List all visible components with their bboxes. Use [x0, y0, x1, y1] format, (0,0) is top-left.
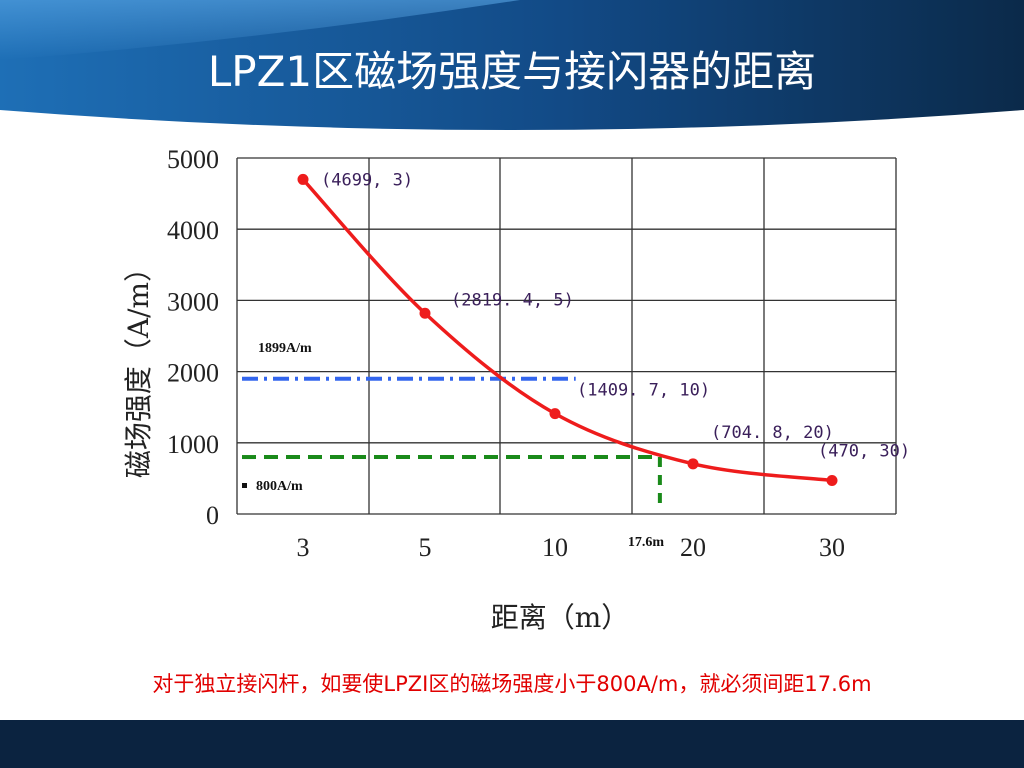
y-tick-label: 0: [206, 501, 219, 530]
data-label: (1409. 7, 10): [577, 381, 710, 401]
reference-x-label: 17.6m: [628, 535, 665, 550]
y-tick-label: 3000: [167, 287, 219, 316]
y-tick-label: 4000: [167, 216, 219, 245]
slide-title: LPZ1区磁场强度与接闪器的距离: [207, 47, 817, 96]
x-tick-label: 20: [680, 533, 706, 562]
footer-bar: [0, 720, 1024, 768]
title-banner: LPZ1区磁场强度与接闪器的距离: [0, 0, 1024, 135]
data-point: [549, 408, 561, 420]
y-tick-label: 2000: [167, 359, 219, 388]
data-point: [687, 458, 699, 470]
data-label: (4699, 3): [321, 170, 413, 190]
data-label: (470, 30): [818, 442, 910, 462]
data-label: (2819. 4, 5): [451, 290, 574, 310]
data-point: [297, 173, 309, 185]
x-axis-label: 距离（m）: [491, 601, 630, 634]
x-tick-label: 3: [297, 533, 310, 562]
y-tick-label: 5000: [167, 145, 219, 174]
data-point: [826, 475, 838, 487]
y-tick-label: 1000: [167, 430, 219, 459]
y-axis-label: 磁场强度（A/m）: [122, 254, 155, 478]
reference-label: 1899A/m: [258, 341, 312, 356]
banner-background: [0, 0, 1024, 130]
distance-field-chart: 0 1000 2000 3000 4000 5000 3 5 10 20 30 距离（m） 磁场强度（A…: [122, 145, 910, 634]
x-tick-label: 5: [419, 533, 432, 562]
conclusion-caption: 对于独立接闪杆，如要使LPZI区的磁场强度小于800A/m，就必须间距17.6m: [152, 672, 872, 696]
x-tick-label: 30: [819, 533, 845, 562]
data-point: [419, 307, 431, 319]
data-label: (704. 8, 20): [711, 423, 834, 443]
reference-label: 800A/m: [256, 479, 303, 494]
x-tick-label: 10: [542, 533, 568, 562]
reference-bullet: [242, 483, 247, 488]
